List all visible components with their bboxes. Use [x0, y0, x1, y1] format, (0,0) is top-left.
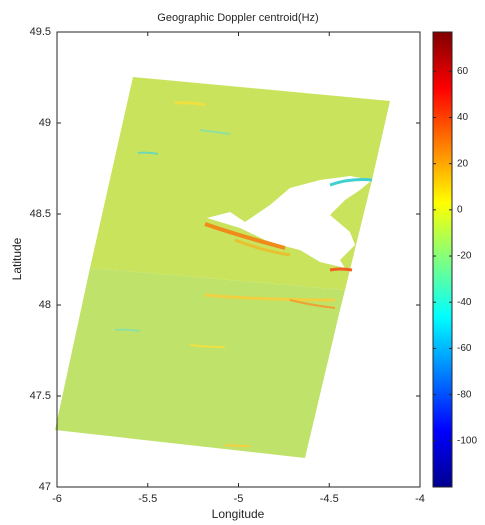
colorbar-tick-label: -80	[457, 389, 472, 400]
chart-title: Geographic Doppler centroid(Hz)	[157, 12, 318, 24]
colorbar-tick-label: -60	[457, 343, 472, 354]
y-tick-label: 49	[39, 117, 51, 129]
y-tick-label: 47.5	[30, 390, 51, 402]
colorbar	[432, 31, 453, 488]
colorbar-tick-label: 40	[457, 112, 469, 123]
y-tick-label: 48	[39, 299, 51, 311]
colorbar-tick-label: 20	[457, 158, 469, 169]
y-tick-label: 49.5	[30, 26, 51, 38]
x-tick-label: -5	[234, 493, 244, 505]
x-tick-label: -6	[52, 493, 62, 505]
y-tick-label: 47	[39, 481, 51, 493]
y-axis-label: Latitude	[10, 237, 24, 280]
colorbar-tick-label: -20	[457, 251, 472, 262]
x-axis-label: Longitude	[212, 507, 265, 521]
x-tick-label: -5.5	[138, 493, 157, 505]
x-tick-label: -4.5	[320, 493, 339, 505]
swath-image	[55, 77, 390, 458]
x-tick-label: -4	[415, 493, 425, 505]
colorbar-tick-label: -100	[457, 435, 477, 446]
colorbar-tick-label: 0	[457, 204, 463, 215]
y-tick-label: 48.5	[30, 208, 51, 220]
colorbar-tick-label: -40	[457, 297, 472, 308]
colorbar-tick-label: 60	[457, 66, 469, 77]
